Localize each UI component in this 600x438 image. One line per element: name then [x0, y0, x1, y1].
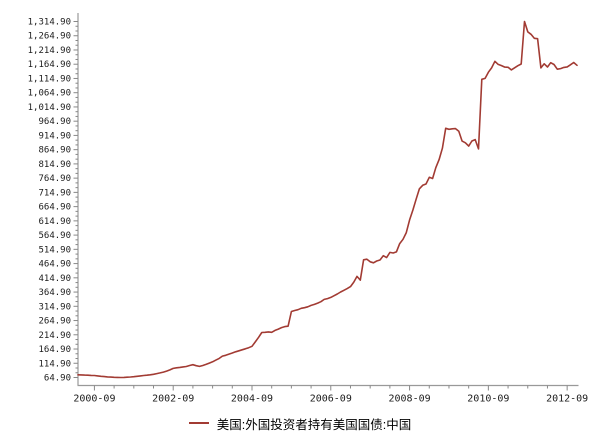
svg-text:1,314.90: 1,314.90	[28, 18, 71, 28]
svg-text:414.90: 414.90	[38, 274, 71, 284]
svg-text:1,014.90: 1,014.90	[28, 103, 71, 113]
x-axis: 2000-09 2002-09 2004-09 2006-09 2008-09 2010-…	[73, 384, 588, 405]
svg-text:2000-09: 2000-09	[73, 394, 115, 405]
svg-text:314.90: 314.90	[38, 302, 71, 312]
svg-text:2006-09: 2006-09	[310, 394, 352, 405]
svg-text:114.90: 114.90	[38, 359, 71, 369]
svg-text:264.90: 264.90	[38, 317, 71, 327]
svg-text:764.90: 764.90	[38, 174, 71, 184]
legend: 美国:外国投资者持有美国国债:中国	[0, 413, 600, 433]
svg-text:1,214.90: 1,214.90	[28, 46, 71, 56]
svg-text:1,114.90: 1,114.90	[28, 74, 71, 84]
svg-text:464.90: 464.90	[38, 260, 71, 270]
svg-text:64.90: 64.90	[44, 374, 71, 384]
svg-text:1,164.90: 1,164.90	[28, 60, 71, 70]
svg-text:2004-09: 2004-09	[231, 394, 273, 405]
legend-label: 美国:外国投资者持有美国国债:中国	[216, 417, 412, 432]
svg-text:964.90: 964.90	[38, 117, 71, 127]
svg-text:164.90: 164.90	[38, 345, 71, 355]
svg-text:214.90: 214.90	[38, 331, 71, 341]
svg-text:2008-09: 2008-09	[388, 394, 430, 405]
svg-text:1,064.90: 1,064.90	[28, 89, 71, 99]
svg-text:2002-09: 2002-09	[152, 394, 194, 405]
svg-text:914.90: 914.90	[38, 131, 71, 141]
svg-text:2012-09: 2012-09	[546, 394, 588, 405]
svg-text:664.90: 664.90	[38, 203, 71, 213]
legend-line-swatch	[188, 422, 209, 424]
svg-text:814.90: 814.90	[38, 160, 71, 170]
series-line	[77, 20, 578, 379]
svg-text:864.90: 864.90	[38, 146, 71, 156]
svg-text:1,264.90: 1,264.90	[28, 32, 71, 42]
svg-text:614.90: 614.90	[38, 217, 71, 227]
y-axis: 1,314.90 1,264.90 1,214.90 1,164.90 1,114.90…	[28, 13, 79, 386]
svg-text:714.90: 714.90	[38, 188, 71, 198]
svg-text:364.90: 364.90	[38, 288, 71, 298]
svg-text:564.90: 564.90	[38, 231, 71, 241]
svg-text:514.90: 514.90	[38, 245, 71, 255]
svg-text:2010-09: 2010-09	[467, 394, 509, 405]
